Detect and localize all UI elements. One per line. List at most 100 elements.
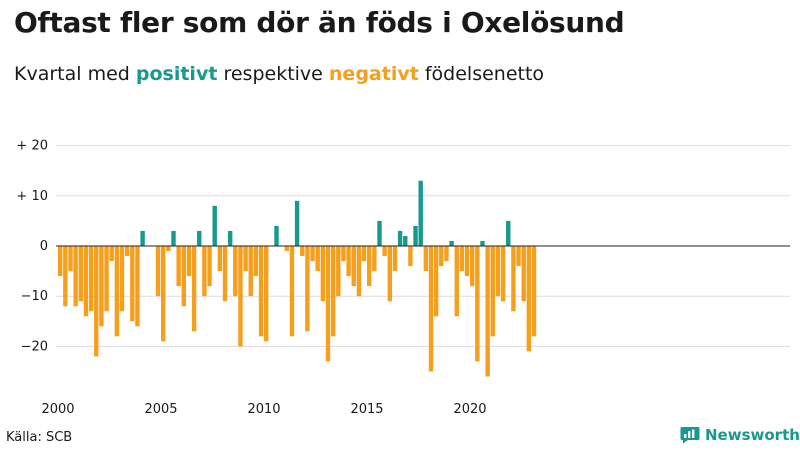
bar-negative xyxy=(186,246,192,277)
bar-negative xyxy=(176,246,181,287)
subtitle-positive: positivt xyxy=(135,63,218,85)
subtitle-suffix: födelsenetto xyxy=(418,63,545,85)
x-tick-label: 2020 xyxy=(453,402,486,417)
bars xyxy=(58,180,537,377)
bar-negative xyxy=(454,246,459,317)
bar-negative xyxy=(222,246,228,302)
bar-negative xyxy=(58,246,63,277)
bar-negative xyxy=(495,246,501,297)
y-axis-ticks: + 20 + 10 0 −10 −20 xyxy=(16,139,48,355)
bar-negative xyxy=(119,246,125,312)
bar-negative xyxy=(433,246,439,317)
x-tick-label: 2010 xyxy=(247,402,280,417)
bar-negative xyxy=(351,246,356,287)
bar-negative xyxy=(217,246,223,272)
bar-positive xyxy=(413,225,418,246)
bar-positive xyxy=(212,205,217,246)
bar-positive xyxy=(274,225,279,246)
subtitle-negative: negativt xyxy=(328,63,419,85)
bar-negative xyxy=(109,246,114,262)
bar-positive xyxy=(171,230,176,246)
bar-negative xyxy=(387,246,392,302)
bar-negative xyxy=(444,246,449,262)
bar-positive xyxy=(403,235,408,246)
bar-negative xyxy=(300,246,305,257)
bar-negative xyxy=(356,246,362,297)
bar-negative xyxy=(264,246,269,342)
bar-negative xyxy=(191,246,197,332)
bar-negative xyxy=(161,246,166,342)
bar-negative xyxy=(367,246,372,287)
bar-negative xyxy=(470,246,475,287)
bar-negative xyxy=(382,246,387,257)
bar-negative xyxy=(526,246,532,352)
bar-positive xyxy=(227,230,233,246)
bar-negative xyxy=(284,246,289,252)
bar-negative xyxy=(63,246,68,307)
bar-negative xyxy=(88,246,94,312)
bar-negative xyxy=(73,246,78,307)
bar-positive xyxy=(397,230,403,246)
bar-positive xyxy=(480,240,485,246)
bar-negative xyxy=(392,246,398,272)
bar-positive xyxy=(140,230,145,246)
bar-negative xyxy=(475,246,480,362)
source-label: Källa: SCB xyxy=(6,430,73,445)
bar-negative xyxy=(104,246,109,312)
x-axis-ticks: 2000 2005 2010 2015 2020 xyxy=(41,402,486,417)
bar-negative xyxy=(330,246,336,337)
bar-negative xyxy=(325,246,331,362)
bar-negative xyxy=(372,246,377,272)
subtitle-middle: respektive xyxy=(217,63,329,85)
bar-negative xyxy=(315,246,320,272)
bar-positive xyxy=(506,220,511,246)
bar-negative xyxy=(130,246,135,322)
y-tick-label: + 20 xyxy=(16,139,48,154)
bar-negative xyxy=(408,246,413,267)
bar-negative xyxy=(336,246,341,297)
bar-negative xyxy=(428,246,434,372)
bar-negative xyxy=(114,246,120,337)
bar-negative xyxy=(485,246,490,377)
bar-negative xyxy=(521,246,526,302)
bar-negative xyxy=(341,246,346,262)
bar-negative xyxy=(310,246,315,262)
y-tick-label: −20 xyxy=(21,339,48,354)
bar-negative xyxy=(202,246,207,297)
brand-logo: Newsworthy xyxy=(680,426,800,444)
bar-negative xyxy=(253,246,259,277)
y-tick-label: −10 xyxy=(21,289,48,304)
x-tick-label: 2015 xyxy=(350,402,383,417)
bar-negative xyxy=(124,246,130,257)
bar-negative xyxy=(439,246,444,267)
bar-negative xyxy=(516,246,521,267)
bar-negative xyxy=(155,246,161,297)
bar-negative xyxy=(346,246,351,277)
bar-negative xyxy=(243,246,248,272)
bar-negative xyxy=(181,246,186,307)
bar-negative xyxy=(258,246,264,337)
bar-negative xyxy=(68,246,73,272)
bar-negative xyxy=(166,246,171,252)
newsworthy-icon xyxy=(680,427,700,444)
bar-negative xyxy=(464,246,470,277)
bar-negative xyxy=(423,246,429,272)
bar-negative xyxy=(233,246,238,297)
gridlines xyxy=(56,145,790,347)
bar-positive xyxy=(377,220,382,246)
bar-negative xyxy=(459,246,465,272)
chart-title: Oftast fler som dör än föds i Oxelösund xyxy=(14,6,625,39)
bar-negative xyxy=(99,246,104,327)
bar-negative xyxy=(305,246,310,332)
x-tick-label: 2005 xyxy=(144,402,177,417)
x-tick-label: 2000 xyxy=(41,402,74,417)
bar-negative xyxy=(248,246,253,297)
bar-negative xyxy=(135,246,140,327)
bar-negative xyxy=(238,246,243,347)
chart-subtitle: Kvartal med positivt respektive negativt… xyxy=(14,63,544,85)
bar-negative xyxy=(490,246,495,337)
bar-positive xyxy=(449,240,454,246)
y-tick-label: 0 xyxy=(40,239,48,254)
bar-negative xyxy=(361,246,367,262)
bar-negative xyxy=(500,246,506,302)
